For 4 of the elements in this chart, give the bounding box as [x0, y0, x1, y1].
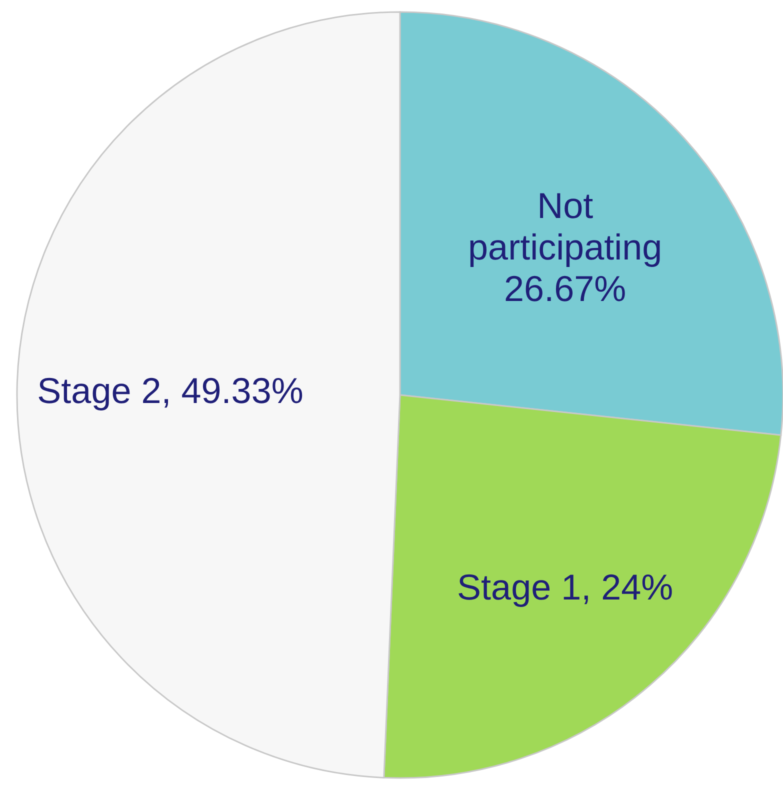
slice-label: Not participating: [468, 184, 662, 267]
data-label: 26.67%: [504, 267, 626, 308]
slice-label: Stage 1, 24%: [457, 566, 674, 607]
slice-label: Stage 2, 49.33%: [37, 370, 304, 411]
